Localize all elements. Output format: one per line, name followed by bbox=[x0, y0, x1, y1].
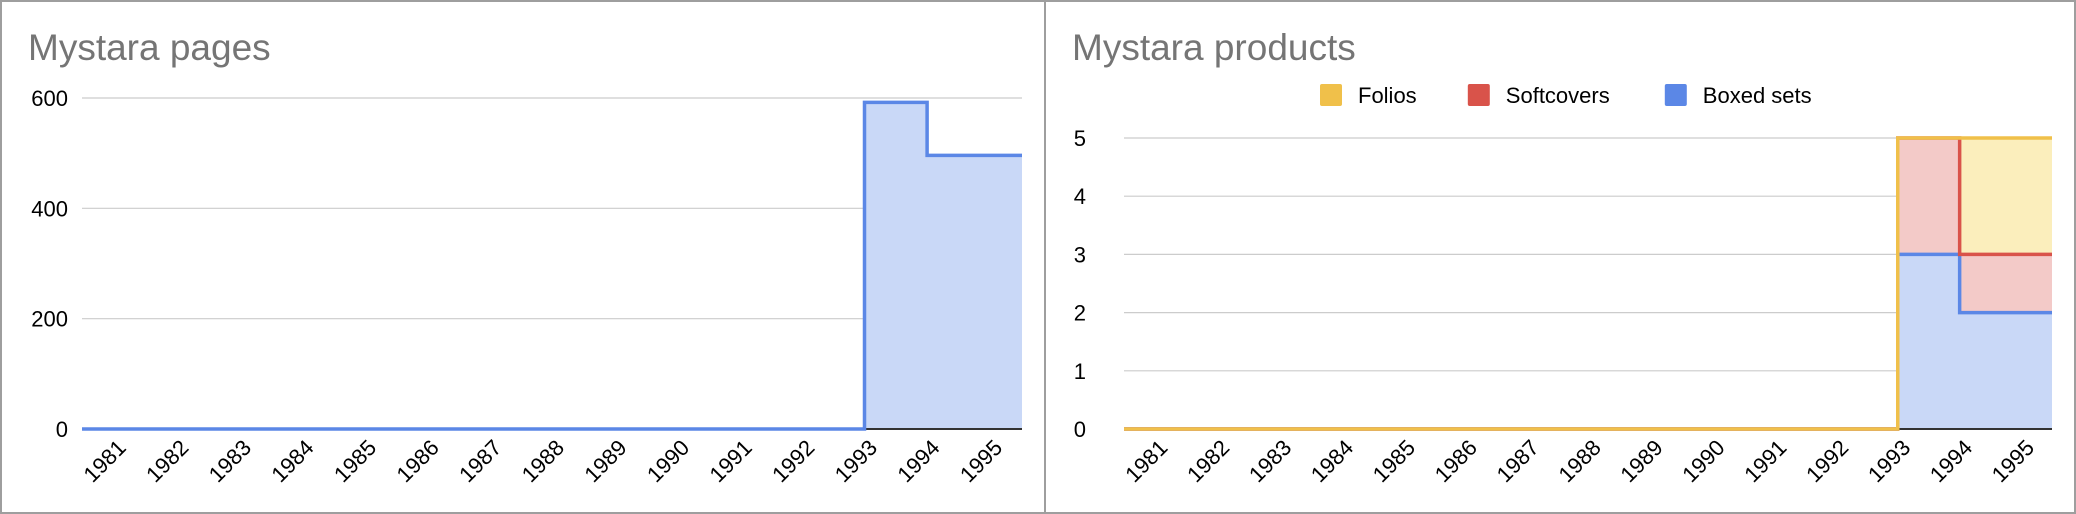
pages-x-tick-label: 1993 bbox=[830, 435, 882, 487]
pages-x-tick-label: 1991 bbox=[705, 435, 757, 487]
products-x-tick-label: 1990 bbox=[1677, 435, 1729, 487]
products-x-tick-label: 1986 bbox=[1430, 435, 1482, 487]
products-legend-label: Boxed sets bbox=[1703, 83, 1812, 108]
products-x-tick-label: 1993 bbox=[1863, 435, 1915, 487]
products-x-tick-label: 1992 bbox=[1801, 435, 1853, 487]
products-legend-swatch bbox=[1664, 84, 1687, 106]
products-x-tick-label: 1991 bbox=[1739, 435, 1791, 487]
products-x-tick-label: 1985 bbox=[1368, 435, 1420, 487]
pages-area-series bbox=[82, 102, 1022, 429]
pages-chart-panel: Mystara pages 0 200 400 600 1981 1982 1983 1984… bbox=[0, 0, 1046, 514]
products-x-tick-label: 1994 bbox=[1925, 435, 1977, 487]
products-y-tick-label: 2 bbox=[1074, 301, 1086, 326]
products-y-tick-label: 3 bbox=[1074, 242, 1086, 267]
products-y-tick-label: 1 bbox=[1074, 359, 1086, 384]
products-x-tick-label: 1988 bbox=[1553, 435, 1605, 487]
pages-x-tick-label: 1989 bbox=[579, 435, 631, 487]
pages-y-tick-label: 200 bbox=[31, 307, 68, 332]
pages-x-tick-label: 1981 bbox=[79, 435, 131, 487]
pages-y-tick-label: 600 bbox=[31, 86, 68, 111]
products-x-tick-label: 1989 bbox=[1615, 435, 1667, 487]
products-y-tick-label: 4 bbox=[1074, 184, 1086, 209]
products-legend-swatch bbox=[1320, 84, 1342, 106]
products-x-tick-label: 1983 bbox=[1244, 435, 1296, 487]
products-x-tick-label: 1995 bbox=[1987, 435, 2039, 487]
pages-x-tick-label: 1985 bbox=[329, 435, 381, 487]
pages-x-tick-label: 1990 bbox=[642, 435, 694, 487]
products-x-tick-label: 1981 bbox=[1120, 435, 1172, 487]
products-chart-title: Mystara products bbox=[1072, 27, 1356, 68]
pages-x-tick-label: 1983 bbox=[204, 435, 256, 487]
products-x-tick-label: 1982 bbox=[1182, 435, 1234, 487]
products-y-tick-label: 0 bbox=[1074, 417, 1086, 442]
pages-x-tick-label: 1994 bbox=[892, 435, 944, 487]
pages-chart: Mystara pages 0 200 400 600 1981 1982 1983 1984… bbox=[28, 27, 1022, 487]
pages-chart-title: Mystara pages bbox=[28, 27, 271, 68]
pages-x-tick-label: 1984 bbox=[266, 435, 318, 487]
products-legend-label: Softcovers bbox=[1506, 83, 1610, 108]
pages-x-tick-label: 1982 bbox=[141, 435, 193, 487]
pages-line-series bbox=[82, 100, 1022, 431]
pages-x-tick-label: 1992 bbox=[767, 435, 819, 487]
products-y-tick-label: 5 bbox=[1074, 126, 1086, 151]
pages-x-tick-label: 1995 bbox=[955, 435, 1007, 487]
products-chart-panel: Mystara products 0 1 2 3 4 5 1981 1982 1983 1984 1… bbox=[1044, 0, 2076, 514]
products-line-folios bbox=[1124, 136, 2052, 431]
products-legend-swatch bbox=[1467, 84, 1490, 106]
products-x-tick-label: 1984 bbox=[1306, 435, 1358, 487]
pages-x-tick-label: 1986 bbox=[392, 435, 444, 487]
products-legend-label: Folios bbox=[1358, 83, 1417, 108]
pages-x-tick-label: 1988 bbox=[517, 435, 569, 487]
pages-x-tick-label: 1987 bbox=[454, 435, 506, 487]
pages-y-tick-label: 400 bbox=[31, 196, 68, 221]
products-area-boxed-sets bbox=[1124, 254, 2052, 429]
products-x-tick-label: 1987 bbox=[1492, 435, 1544, 487]
pages-y-tick-label: 0 bbox=[56, 417, 68, 442]
